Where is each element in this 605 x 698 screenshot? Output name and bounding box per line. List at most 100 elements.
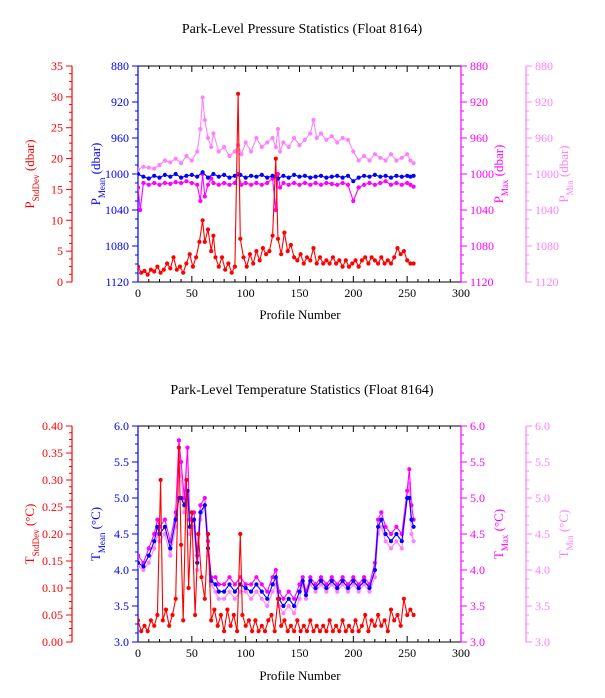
data-point-pink — [173, 156, 178, 161]
data-point-blue — [270, 582, 275, 587]
y-axis-label-main: P — [556, 195, 571, 202]
y-tick-label: 1080 — [105, 239, 129, 253]
data-point-magenta — [249, 182, 254, 187]
data-point-red — [171, 255, 176, 260]
data-point-magenta — [313, 582, 318, 587]
y-axis-label: TMin (°C) — [556, 510, 575, 559]
data-point-pink — [189, 158, 194, 163]
x-tick-label: 200 — [344, 646, 362, 660]
data-point-red — [152, 623, 157, 628]
data-point-magenta — [292, 180, 297, 186]
data-point-magenta — [297, 182, 302, 187]
y-axis-label-sub: Min — [565, 535, 575, 551]
data-point-blue — [141, 564, 146, 569]
data-point-red — [369, 618, 374, 623]
data-point-blue — [372, 567, 377, 573]
data-point-magenta — [213, 575, 218, 580]
data-point-magenta — [318, 575, 324, 580]
data-point-pink — [141, 567, 146, 573]
data-point-magenta — [408, 182, 413, 187]
data-point-red — [236, 91, 241, 96]
data-point-blue — [265, 175, 270, 180]
data-point-magenta — [318, 182, 324, 187]
data-point-pink — [318, 131, 324, 136]
data-point-magenta — [176, 438, 181, 443]
data-point-blue — [335, 585, 340, 591]
data-point-red — [273, 156, 278, 161]
data-point-red — [205, 227, 211, 232]
data-point-red — [160, 618, 165, 623]
data-point-red — [343, 258, 348, 263]
data-point-pink — [138, 564, 141, 569]
data-point-blue — [168, 174, 173, 179]
data-point-red — [408, 261, 413, 266]
data-point-pink — [243, 589, 248, 594]
data-point-blue — [345, 585, 351, 591]
y-tick-label: 960 — [470, 131, 488, 145]
data-point-red — [405, 612, 410, 618]
data-point-magenta — [388, 531, 394, 537]
data-point-blue — [146, 176, 151, 181]
data-point-blue — [200, 170, 205, 175]
pressure-panel: 0 50 100 150 200 250 300 0 5 10 15 20 25 30 35 PStdDev … — [22, 59, 575, 300]
y-tick-label: 920 — [111, 95, 129, 109]
data-point-pink — [211, 131, 216, 136]
data-point-red — [145, 629, 150, 634]
data-point-red — [330, 629, 335, 634]
data-point-red — [321, 261, 326, 266]
data-point-blue — [303, 593, 309, 598]
data-point-red — [392, 255, 397, 260]
data-point-blue — [388, 175, 394, 180]
data-point-red — [314, 261, 319, 266]
data-point-magenta — [308, 182, 313, 187]
data-point-red — [231, 612, 236, 618]
y-axis-label-sub: Min — [565, 180, 575, 196]
y-axis-label-unit: (dbar) — [88, 143, 103, 178]
data-point-magenta — [254, 180, 259, 186]
data-point-red — [148, 618, 153, 623]
data-point-magenta — [313, 180, 318, 186]
data-point-pink — [356, 589, 361, 594]
y-tick-label: 1120 — [105, 275, 129, 289]
x-tick-label: 150 — [291, 286, 309, 300]
data-point-pink — [157, 162, 162, 168]
data-point-blue — [138, 560, 141, 565]
data-point-magenta — [138, 553, 141, 558]
data-point-magenta — [292, 596, 297, 601]
data-point-magenta — [356, 582, 361, 587]
data-point-magenta — [399, 182, 404, 187]
data-point-red — [411, 261, 416, 266]
y-tick-label: 10 — [51, 213, 63, 227]
data-point-pink — [411, 539, 416, 544]
data-point-blue — [191, 517, 197, 522]
data-point-blue — [399, 174, 404, 179]
data-point-red — [155, 612, 160, 618]
data-point-red — [187, 252, 192, 257]
data-point-red — [186, 585, 191, 591]
data-point-blue — [292, 172, 297, 177]
data-point-magenta — [239, 182, 244, 187]
data-point-blue — [198, 510, 203, 515]
x-tick-label: 250 — [398, 286, 416, 300]
data-point-magenta — [281, 596, 286, 601]
y-axis-label-main: T — [491, 551, 506, 559]
data-point-blue — [275, 176, 281, 181]
data-point-red — [385, 629, 390, 634]
data-point-red — [181, 618, 186, 623]
data-point-red — [161, 267, 166, 272]
data-point-red — [177, 264, 183, 269]
data-point-red — [139, 629, 144, 634]
data-point-pink — [408, 158, 413, 163]
data-point-magenta — [405, 488, 410, 493]
data-point-pink — [275, 126, 281, 132]
y-tick-label: 5.5 — [470, 455, 485, 469]
data-point-magenta — [249, 582, 254, 587]
data-point-pink — [335, 140, 340, 145]
data-point-red — [275, 596, 281, 601]
y-axis-label-unit: (°C) — [88, 507, 103, 533]
data-point-blue — [302, 173, 307, 178]
y-tick-label: 0 — [57, 275, 63, 289]
data-point-red — [363, 612, 368, 618]
data-point-red — [392, 618, 397, 623]
data-point-magenta — [302, 180, 307, 186]
